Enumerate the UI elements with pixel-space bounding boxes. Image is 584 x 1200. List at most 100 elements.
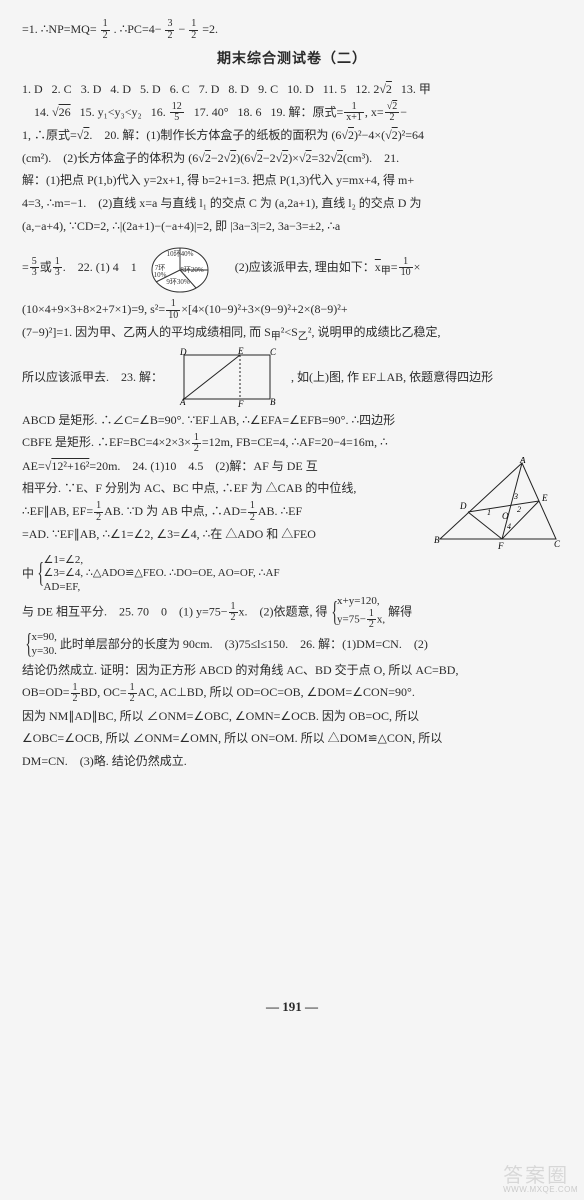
answer: 5. D (140, 82, 161, 96)
text: 或 (40, 260, 52, 274)
p20b-line: (cm²). (2)长方体盒子的体积为 (62−22)(62−22)×2=322… (22, 147, 562, 170)
p21-line: 解：(1)把点 P(1,b)代入 y=2x+1, 得 b=2+1=3. 把点 P… (22, 169, 562, 192)
text: =2. (202, 22, 218, 36)
svg-text:D: D (179, 347, 187, 357)
p21b-line: 4=3, ∴m=−1. (2)直线 x=a 与直线 l₁ 的交点 C 为 (a,… (22, 192, 562, 215)
answer: 8. D (228, 82, 249, 96)
svg-text:B: B (270, 397, 276, 407)
radicand: 12²+16² (51, 459, 89, 473)
frac: 13 (53, 257, 62, 279)
answers-row-1: 1. D 2. C 3. D 4. D 5. D 6. C 7. D 8. D … (22, 78, 562, 101)
answer: 6. C (170, 82, 190, 96)
answer: 2. C (52, 82, 72, 96)
p22-line: =53或13. 22. (1) 4 1 10环40% 8环20% 9环30% 7… (22, 238, 562, 298)
sqrt-icon (341, 128, 348, 142)
sqrt-icon (385, 128, 392, 142)
p26d-line: ∠OBC=∠OCB, 所以 ∠ONM=∠OMN, 所以 ON=OM. 所以 △D… (22, 727, 562, 750)
brace-stack: x=90,y=30. (31, 631, 56, 659)
text: (cm²). (2)长方体盒子的体积为 (6 (22, 151, 198, 165)
answer: 7. D (199, 82, 220, 96)
frac: 53 (30, 257, 39, 279)
answer: 17. 40° (194, 105, 229, 119)
svg-text:C: C (270, 347, 277, 357)
svg-text:10%: 10% (153, 271, 166, 279)
watermark: 答案圈 WWW.MXQE.COM (503, 1166, 578, 1194)
sqrt-icon (379, 82, 386, 96)
p26c-line: 因为 NM∥AD∥BC, 所以 ∠ONM=∠OBC, ∠OMN=∠OCB. 因为… (22, 705, 562, 728)
answers-row-2: 14. 26 15. y₁<y₃<y₂ 16. 125 17. 40° 18. … (22, 101, 562, 124)
answer: 15. y₁<y₃<y₂ (80, 105, 142, 119)
answer: 3. D (81, 82, 102, 96)
svg-text:E: E (541, 493, 548, 503)
text: . 20. 解：(1)制作长方体盒子的纸板的面积为 (6 (89, 128, 341, 142)
p22c-line: (7−9)²]=1. 因为甲、乙两人的平均成绩相同, 而 S甲²<S乙², 说明… (22, 321, 562, 346)
p26b-line: OB=OD=12BD, OC=12AC, AC⊥BD, 所以 OD=OC=OB,… (22, 681, 562, 704)
svg-text:A: A (179, 397, 186, 407)
brace-stack: x+y=120,y=75−12x, (337, 595, 385, 631)
p26e-line: DM=CN. (3)略. 结论仍然成立. (22, 750, 562, 773)
section-title: 期末综合测试卷（二） (22, 47, 562, 74)
text: ×[4×(10−9)²+3×(9−9)²+2×(8−9)²+ (181, 302, 347, 316)
answer: 4. D (110, 82, 131, 96)
text: . 22. (1) 4 1 (63, 260, 137, 274)
text: AE= (22, 459, 45, 473)
p20-line: 1, ∴原式=2. 20. 解：(1)制作长方体盒子的纸板的面积为 (62)²−… (22, 124, 562, 147)
text: × (414, 260, 421, 274)
answer: 1. D (22, 82, 43, 96)
svg-text:9环30%: 9环30% (166, 278, 189, 286)
text: 此时单层部分的长度为 90cm. (3)75≤l≤150. 26. 解：(1)D… (57, 636, 428, 650)
pre-line: =1. ∴NP=MQ= 12 . ∴PC=4− 32 − 12 =2. (22, 18, 562, 41)
frac: 12 (94, 501, 103, 523)
frac: 12 (248, 501, 257, 523)
text: (10×4+9×3+8×2+7×1)=9, s² (22, 302, 158, 316)
rectangle-diagram: A B C D E F (172, 347, 282, 409)
text: − (400, 105, 407, 119)
p21c-line: (a,−a+4), ∵CD=2, ∴|(2a+1)−(−a+4)|=2, 即 |… (22, 215, 562, 238)
svg-text:10环40%: 10环40% (166, 250, 193, 258)
frac: 12 (192, 433, 201, 455)
answer: 12. 2 (355, 82, 379, 96)
answer: 10. D (287, 82, 314, 96)
text: , 如(上)图, 作 EF⊥AB, 依题意得四边形 (291, 369, 493, 383)
frac: 110 (166, 299, 180, 321)
p22b-line: (10×4+9×3+8×2+7×1)=9, s²=110×[4×(10−9)²+… (22, 298, 562, 321)
text: , x= (365, 105, 384, 119)
svg-text:B: B (434, 535, 440, 545)
frac: 12 (189, 19, 198, 41)
svg-text:2: 2 (517, 505, 521, 514)
svg-text:8环20%: 8环20% (180, 266, 203, 274)
svg-text:3: 3 (513, 492, 518, 501)
text: )²=64 (398, 128, 424, 142)
answer: 18. 6 (238, 105, 262, 119)
frac: 12 (71, 683, 80, 705)
text: )²−4×( (354, 128, 385, 142)
brace-stack: ∠1=∠2,∠3=∠4, ∴△ADO≌△FEO. ∴DO=OE, AO=OF, … (43, 554, 279, 595)
text: 与 DE 相互平分. 25. 70 0 (1) y=75− (22, 604, 228, 618)
frac: 22 (385, 102, 400, 124)
p23a-line: 所以应该派甲去. 23. 解： A B C D E F , 如(上)图, 作 E… (22, 347, 562, 409)
text: 所以应该派甲去. 23. 解： (22, 369, 163, 383)
text: 1, ∴原式= (22, 128, 77, 142)
answer: 19. 解：原式= (271, 105, 344, 119)
p25a-line: 与 DE 相互平分. 25. 70 0 (1) y=75−12x. (2)依题意… (22, 595, 562, 631)
text: CBFE 是矩形. ∴EF=BC=4×2×3× (22, 435, 191, 449)
svg-text:C: C (554, 539, 561, 549)
text: 解得 (385, 604, 412, 618)
text: − (178, 22, 185, 36)
frac: 32 (165, 19, 174, 41)
svg-text:D: D (459, 501, 467, 511)
p24e-line: 中{∠1=∠2,∠3=∠4, ∴△ADO≌△FEO. ∴DO=OE, AO=OF… (22, 554, 562, 595)
text: =20m. 24. (1)10 4.5 (2)解：AF 与 DE 互 (89, 459, 317, 473)
radicand: 26 (59, 105, 71, 119)
watermark-main: 答案圈 (503, 1165, 569, 1187)
p23c-line: CBFE 是矩形. ∴EF=BC=4×2×3×12=12m, FB=CE=4, … (22, 431, 562, 454)
svg-text:F: F (237, 399, 244, 409)
triangle-diagram: A B C D E F O 1 2 3 4 (432, 457, 562, 552)
text: = (158, 302, 165, 316)
text: 中 (22, 566, 34, 580)
page-content: =1. ∴NP=MQ= 12 . ∴PC=4− 32 − 12 =2. 期末综合… (22, 18, 562, 773)
svg-text:1: 1 (487, 508, 491, 517)
text: = (22, 260, 29, 274)
text: =1. ∴NP=MQ= (22, 22, 97, 36)
text: =12m, FB=CE=4, ∴AF=20−4=16m, ∴ (202, 435, 388, 449)
